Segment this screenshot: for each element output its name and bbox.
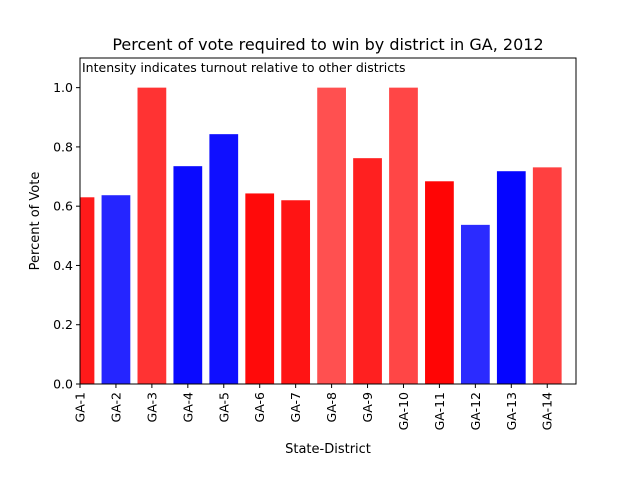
y-tick-label: 0.0	[53, 377, 73, 392]
x-tick-label: GA-9	[360, 392, 375, 422]
bar-ga-3	[137, 87, 167, 384]
y-axis-label: Percent of Vote	[28, 172, 43, 271]
bars-group	[80, 87, 562, 384]
y-axis: 0.0 0.2 0.4 0.6 0.8 1.0	[53, 80, 80, 392]
x-tick-label: GA-12	[468, 392, 483, 430]
x-tick-label: GA-4	[180, 392, 195, 422]
x-axis-label: State-District	[285, 442, 371, 457]
bar-ga-7	[281, 200, 311, 384]
bar-ga-6	[245, 193, 275, 384]
bar-ga-9	[353, 158, 382, 384]
x-tick-label: GA-7	[288, 392, 303, 422]
y-tick-label: 0.8	[53, 139, 73, 154]
plot-frame	[79, 57, 577, 385]
bar-ga-11	[425, 181, 454, 384]
x-tick-label: GA-5	[216, 392, 231, 422]
x-tick-label: GA-14	[540, 392, 555, 430]
x-tick-label: GA-1	[73, 392, 88, 422]
x-tick-label: GA-11	[432, 392, 447, 430]
chart-title: Percent of vote required to win by distr…	[112, 35, 543, 54]
y-tick-label: 1.0	[53, 80, 73, 95]
bar-ga-5	[209, 134, 239, 384]
x-axis: GA-1 GA-2 GA-3 GA-4 GA-5 GA-6 GA-7 GA-8 GA-9 GA-1…	[73, 384, 555, 430]
x-tick-label: GA-8	[324, 392, 339, 422]
y-tick-label: 0.4	[53, 258, 73, 273]
y-tick-label: 0.2	[53, 317, 73, 332]
bar-ga-1	[80, 197, 95, 384]
x-tick-label: GA-6	[252, 392, 267, 422]
x-tick-label: GA-10	[396, 392, 411, 430]
bar-ga-10	[389, 87, 418, 384]
x-tick-label: GA-3	[144, 392, 159, 422]
y-tick-label: 0.6	[53, 199, 73, 214]
bar-ga-2	[101, 195, 131, 384]
x-tick-label: GA-2	[108, 392, 123, 422]
bar-ga-14	[532, 167, 562, 384]
chart-annotation: Intensity indicates turnout relative to …	[82, 60, 406, 75]
bar-ga-4	[173, 166, 203, 384]
bar-ga-13	[496, 171, 526, 384]
bar-ga-12	[460, 224, 490, 384]
x-tick-label: GA-13	[504, 392, 519, 430]
bar-ga-8	[317, 87, 346, 384]
